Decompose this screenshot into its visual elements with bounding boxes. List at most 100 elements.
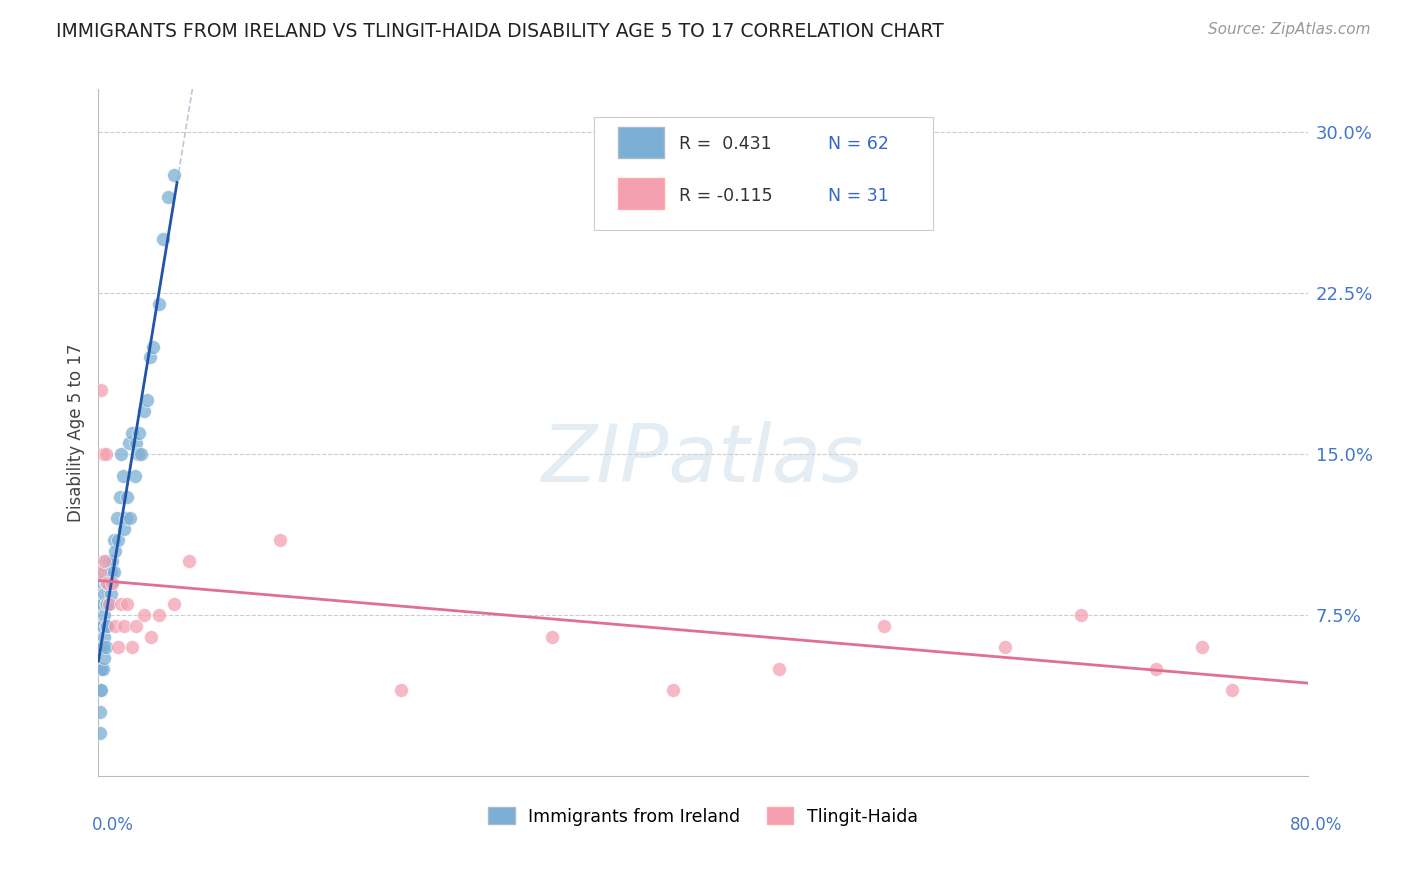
Point [115,490,138,504]
Point [115,598,138,612]
Text: R =  0.431: R = 0.431 [679,136,772,153]
Point [93,565,115,579]
Point [90,662,112,676]
Point [661,683,683,698]
Point [96,575,118,590]
Point [89,565,111,579]
Point [98,575,121,590]
Point [91,662,114,676]
Point [112,619,135,633]
Legend: Immigrants from Ireland, Tlingit-Haida: Immigrants from Ireland, Tlingit-Haida [481,800,925,832]
Point [93,586,115,600]
Point [128,425,150,440]
Point [90,619,112,633]
Point [96,598,118,612]
Y-axis label: Disability Age 5 to 17: Disability Age 5 to 17 [66,343,84,522]
Point [94,575,117,590]
Point [139,351,162,365]
Point [93,554,115,568]
Point [108,490,131,504]
Point [89,683,111,698]
Point [269,533,291,547]
Point [148,608,170,623]
Point [132,608,155,623]
Point [129,447,152,461]
Text: 80.0%: 80.0% [1291,816,1343,834]
Point [540,630,562,644]
Point [127,447,149,461]
Point [142,340,165,354]
Point [1220,683,1243,698]
Point [98,598,121,612]
Point [94,447,117,461]
Point [90,598,112,612]
Point [135,393,157,408]
FancyBboxPatch shape [619,178,664,210]
Point [104,619,127,633]
Point [163,598,186,612]
Point [89,640,111,655]
Point [1144,662,1167,676]
Point [768,662,790,676]
Point [103,533,125,547]
Point [90,683,112,698]
Point [132,404,155,418]
Point [91,598,114,612]
Point [121,425,143,440]
Point [118,436,141,450]
Point [91,640,114,655]
Point [141,630,163,644]
Point [90,383,112,397]
Point [93,608,115,623]
Point [1191,640,1213,655]
Point [89,705,111,719]
Point [148,297,170,311]
Point [91,619,114,633]
Text: N = 31: N = 31 [828,186,889,204]
Point [124,468,146,483]
Point [110,447,132,461]
Point [163,168,186,182]
Text: R = -0.115: R = -0.115 [679,186,772,204]
Point [91,447,114,461]
Point [107,533,129,547]
Point [93,651,115,665]
Point [91,575,114,590]
Point [125,619,148,633]
Point [125,436,148,450]
Point [1070,608,1092,623]
Point [103,565,125,579]
Point [98,554,121,568]
Point [105,511,128,525]
Point [112,522,135,536]
Point [104,543,127,558]
Point [94,619,117,633]
Point [121,640,143,655]
Point [994,640,1017,655]
Point [100,565,122,579]
Point [94,598,117,612]
Point [100,586,122,600]
Point [101,575,124,590]
Text: N = 62: N = 62 [828,136,889,153]
Point [120,511,142,525]
FancyBboxPatch shape [595,117,932,230]
Point [94,640,117,655]
Point [101,575,124,590]
Point [96,619,118,633]
Point [152,232,174,246]
Point [96,575,118,590]
Point [156,189,179,203]
Point [101,554,124,568]
Point [179,554,201,568]
Text: 0.0%: 0.0% [91,816,134,834]
Point [107,640,129,655]
FancyBboxPatch shape [619,127,664,158]
Text: IMMIGRANTS FROM IRELAND VS TLINGIT-HAIDA DISABILITY AGE 5 TO 17 CORRELATION CHAR: IMMIGRANTS FROM IRELAND VS TLINGIT-HAIDA… [56,22,943,41]
Point [111,468,134,483]
Point [114,511,136,525]
Point [98,598,121,612]
Point [89,726,111,740]
Point [90,640,112,655]
Point [873,619,896,633]
